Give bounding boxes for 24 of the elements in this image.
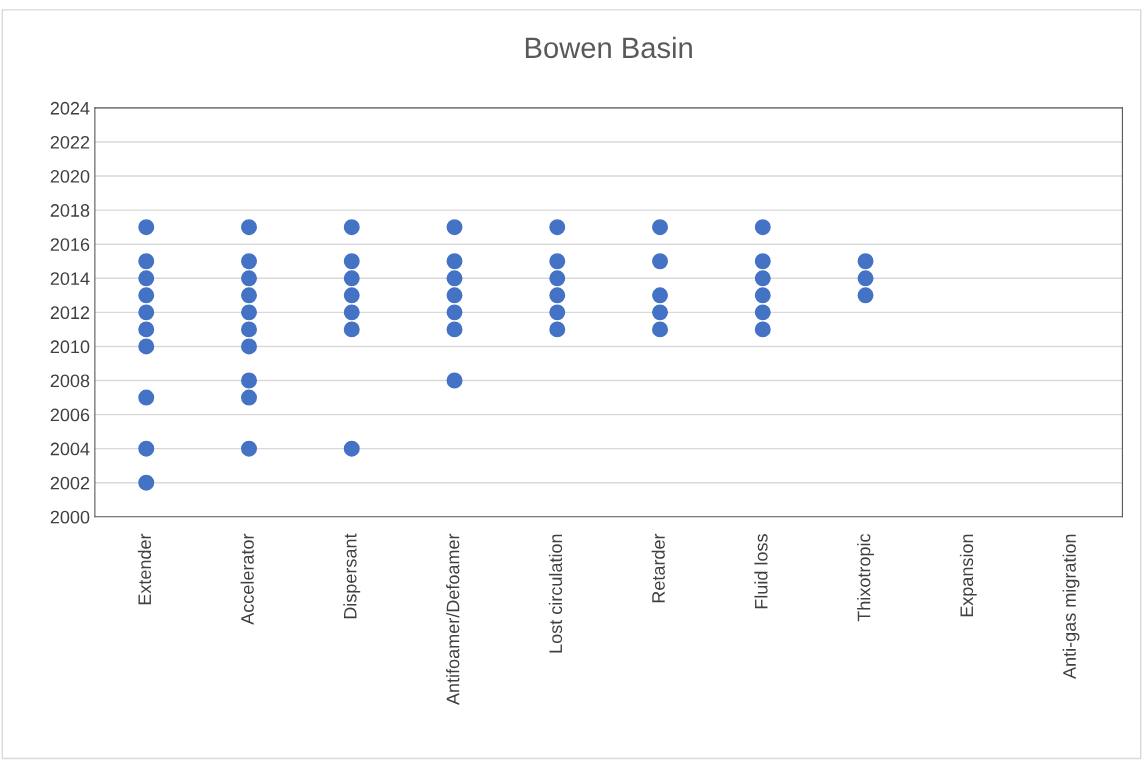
- x-tick-label: Expansion: [959, 534, 977, 617]
- x-tick-label: Dispersant: [343, 533, 361, 619]
- x-tick-label: Retarder: [651, 533, 665, 603]
- y-tick-label: 2000: [50, 510, 90, 524]
- y-tick-label: 2020: [50, 170, 90, 183]
- x-tick-label: Accelerator: [240, 533, 254, 625]
- y-tick-label: 2024: [50, 101, 90, 115]
- y-tick-label: 2018: [50, 204, 90, 217]
- y-tick-label: 2022: [50, 135, 90, 149]
- x-tick-label: Fluid loss: [754, 534, 768, 609]
- y-tick-label: 2006: [50, 408, 90, 422]
- y-tick-label: 2014: [50, 272, 90, 286]
- y-tick-label: 2012: [50, 306, 90, 320]
- y-tick-label: 2004: [50, 442, 90, 456]
- y-tick-label: 2010: [50, 340, 90, 354]
- y-tick-label: 2002: [50, 476, 90, 490]
- y-tick-label: 2016: [50, 238, 90, 251]
- x-tick-label: Antifoamer/Defoamer: [446, 533, 460, 706]
- chart-title: Bowen Basin: [525, 36, 692, 59]
- x-tick-label: Thixotropic: [857, 533, 874, 622]
- x-tick-label: Lost circulation: [548, 534, 563, 653]
- x-tick-label: Extender: [137, 533, 152, 605]
- x-tick-label: Anti-gas migration: [1062, 534, 1080, 679]
- y-tick-label: 2008: [50, 374, 90, 388]
